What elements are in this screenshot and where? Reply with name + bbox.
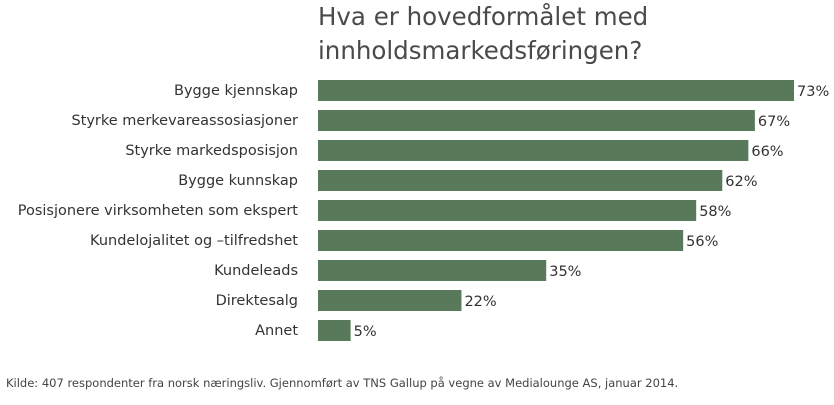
value-label-4: 62% bbox=[725, 174, 757, 190]
category-label-5: Posisjonere virksomheten som ekspert bbox=[18, 203, 299, 219]
category-label-1: Bygge kjennskap bbox=[174, 83, 298, 99]
category-label-2: Styrke merkevareassosiasjoner bbox=[71, 113, 298, 129]
category-label-6: Kundelojalitet og –tilfredshet bbox=[90, 233, 298, 249]
chart-title-line-2: innholdsmarkedsføringen? bbox=[318, 36, 643, 65]
bar-2 bbox=[318, 110, 755, 131]
bar-1 bbox=[318, 80, 794, 101]
category-label-3: Styrke markedsposisjon bbox=[125, 143, 298, 159]
value-label-7: 35% bbox=[549, 264, 581, 280]
value-label-8: 22% bbox=[464, 294, 496, 310]
bar-9 bbox=[318, 320, 351, 341]
bar-4 bbox=[318, 170, 723, 191]
value-label-3: 66% bbox=[751, 144, 783, 160]
value-label-6: 56% bbox=[686, 234, 718, 250]
category-label-8: Direktesalg bbox=[216, 293, 298, 309]
category-label-9: Annet bbox=[255, 323, 298, 339]
bar-5 bbox=[318, 200, 697, 221]
bar-chart: Bygge kjennskap 73% Styrke merkevareassosi… bbox=[18, 80, 829, 341]
chart-title: Hva er hovedformålet med innholdsmarkeds… bbox=[318, 0, 818, 68]
bar-8 bbox=[318, 290, 462, 311]
category-label-7: Kundeleads bbox=[214, 263, 298, 279]
chart-title-line-1: Hva er hovedformålet med bbox=[318, 2, 649, 31]
value-label-9: 5% bbox=[354, 324, 377, 340]
bar-6 bbox=[318, 230, 684, 251]
value-label-5: 58% bbox=[699, 204, 731, 220]
source-note: Kilde: 407 respondenter fra norsk næring… bbox=[6, 376, 679, 390]
value-label-2: 67% bbox=[758, 114, 790, 130]
bar-7 bbox=[318, 260, 547, 281]
value-label-1: 73% bbox=[797, 84, 829, 100]
category-label-4: Bygge kunnskap bbox=[178, 173, 298, 189]
bar-3 bbox=[318, 140, 749, 161]
